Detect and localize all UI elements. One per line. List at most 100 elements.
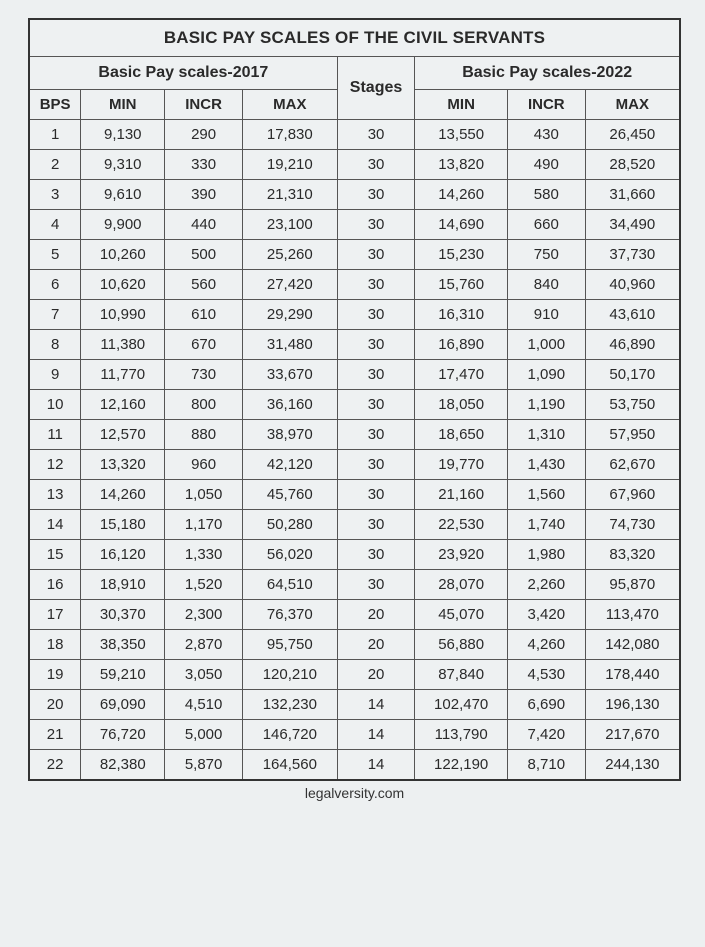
cell-max17: 23,100 — [242, 210, 337, 240]
cell-bps: 16 — [29, 570, 81, 600]
cell-min17: 69,090 — [81, 690, 165, 720]
cell-incr22: 1,560 — [508, 480, 586, 510]
cell-max22: 34,490 — [585, 210, 680, 240]
table-row: 2176,7205,000146,72014113,7907,420217,67… — [29, 720, 680, 750]
cell-min17: 9,900 — [81, 210, 165, 240]
cell-max17: 64,510 — [242, 570, 337, 600]
cell-min17: 9,610 — [81, 180, 165, 210]
cell-stages: 30 — [337, 480, 415, 510]
cell-min17: 11,380 — [81, 330, 165, 360]
cell-min22: 87,840 — [415, 660, 508, 690]
cell-incr22: 750 — [508, 240, 586, 270]
cell-max22: 178,440 — [585, 660, 680, 690]
cell-stages: 20 — [337, 660, 415, 690]
cell-incr17: 290 — [165, 120, 243, 150]
cell-incr17: 670 — [165, 330, 243, 360]
table-row: 911,77073033,6703017,4701,09050,170 — [29, 360, 680, 390]
cell-stages: 30 — [337, 450, 415, 480]
cell-max22: 196,130 — [585, 690, 680, 720]
table-title: BASIC PAY SCALES OF THE CIVIL SERVANTS — [29, 19, 680, 57]
cell-min17: 38,350 — [81, 630, 165, 660]
cell-min17: 9,310 — [81, 150, 165, 180]
cell-min17: 14,260 — [81, 480, 165, 510]
cell-max17: 56,020 — [242, 540, 337, 570]
cell-min22: 19,770 — [415, 450, 508, 480]
cell-max22: 83,320 — [585, 540, 680, 570]
cell-bps: 21 — [29, 720, 81, 750]
cell-incr17: 3,050 — [165, 660, 243, 690]
cell-incr22: 430 — [508, 120, 586, 150]
cell-stages: 30 — [337, 240, 415, 270]
cell-bps: 11 — [29, 420, 81, 450]
table-row: 1112,57088038,9703018,6501,31057,950 — [29, 420, 680, 450]
cell-bps: 9 — [29, 360, 81, 390]
cell-min17: 13,320 — [81, 450, 165, 480]
cell-max17: 19,210 — [242, 150, 337, 180]
cell-bps: 10 — [29, 390, 81, 420]
cell-max17: 21,310 — [242, 180, 337, 210]
cell-stages: 30 — [337, 150, 415, 180]
cell-incr17: 800 — [165, 390, 243, 420]
cell-max22: 74,730 — [585, 510, 680, 540]
cell-bps: 6 — [29, 270, 81, 300]
cell-stages: 30 — [337, 540, 415, 570]
table-row: 1415,1801,17050,2803022,5301,74074,730 — [29, 510, 680, 540]
cell-max17: 33,670 — [242, 360, 337, 390]
cell-incr17: 330 — [165, 150, 243, 180]
cell-max22: 113,470 — [585, 600, 680, 630]
cell-incr17: 1,170 — [165, 510, 243, 540]
cell-incr22: 660 — [508, 210, 586, 240]
cell-min22: 28,070 — [415, 570, 508, 600]
cell-max22: 95,870 — [585, 570, 680, 600]
cell-max22: 57,950 — [585, 420, 680, 450]
cell-bps: 20 — [29, 690, 81, 720]
table-row: 510,26050025,2603015,23075037,730 — [29, 240, 680, 270]
cell-max17: 50,280 — [242, 510, 337, 540]
cell-incr22: 1,740 — [508, 510, 586, 540]
cell-bps: 15 — [29, 540, 81, 570]
cell-min17: 59,210 — [81, 660, 165, 690]
cell-max17: 45,760 — [242, 480, 337, 510]
cell-incr22: 1,980 — [508, 540, 586, 570]
cell-incr17: 610 — [165, 300, 243, 330]
cell-incr17: 560 — [165, 270, 243, 300]
cell-min22: 113,790 — [415, 720, 508, 750]
cell-stages: 30 — [337, 270, 415, 300]
cell-max17: 17,830 — [242, 120, 337, 150]
cell-max17: 31,480 — [242, 330, 337, 360]
col-incr22: INCR — [508, 90, 586, 120]
cell-stages: 14 — [337, 720, 415, 750]
cell-max22: 26,450 — [585, 120, 680, 150]
table-row: 1730,3702,30076,3702045,0703,420113,470 — [29, 600, 680, 630]
cell-min22: 15,760 — [415, 270, 508, 300]
cell-incr17: 5,000 — [165, 720, 243, 750]
cell-stages: 30 — [337, 510, 415, 540]
group-2022: Basic Pay scales-2022 — [415, 57, 680, 90]
cell-min22: 45,070 — [415, 600, 508, 630]
cell-incr17: 440 — [165, 210, 243, 240]
cell-min17: 10,620 — [81, 270, 165, 300]
cell-incr17: 2,870 — [165, 630, 243, 660]
table-row: 39,61039021,3103014,26058031,660 — [29, 180, 680, 210]
cell-incr22: 840 — [508, 270, 586, 300]
cell-max22: 31,660 — [585, 180, 680, 210]
cell-bps: 22 — [29, 750, 81, 781]
cell-min22: 14,690 — [415, 210, 508, 240]
cell-max22: 37,730 — [585, 240, 680, 270]
cell-incr22: 1,190 — [508, 390, 586, 420]
pay-scales-table: BASIC PAY SCALES OF THE CIVIL SERVANTS B… — [28, 18, 681, 781]
cell-max22: 244,130 — [585, 750, 680, 781]
cell-min17: 9,130 — [81, 120, 165, 150]
cell-stages: 20 — [337, 630, 415, 660]
cell-bps: 14 — [29, 510, 81, 540]
cell-max22: 28,520 — [585, 150, 680, 180]
table-row: 1618,9101,52064,5103028,0702,26095,870 — [29, 570, 680, 600]
cell-incr17: 730 — [165, 360, 243, 390]
cell-bps: 2 — [29, 150, 81, 180]
cell-bps: 7 — [29, 300, 81, 330]
cell-incr22: 1,310 — [508, 420, 586, 450]
cell-min17: 18,910 — [81, 570, 165, 600]
table-row: 2282,3805,870164,56014122,1908,710244,13… — [29, 750, 680, 781]
cell-max22: 46,890 — [585, 330, 680, 360]
cell-incr17: 5,870 — [165, 750, 243, 781]
